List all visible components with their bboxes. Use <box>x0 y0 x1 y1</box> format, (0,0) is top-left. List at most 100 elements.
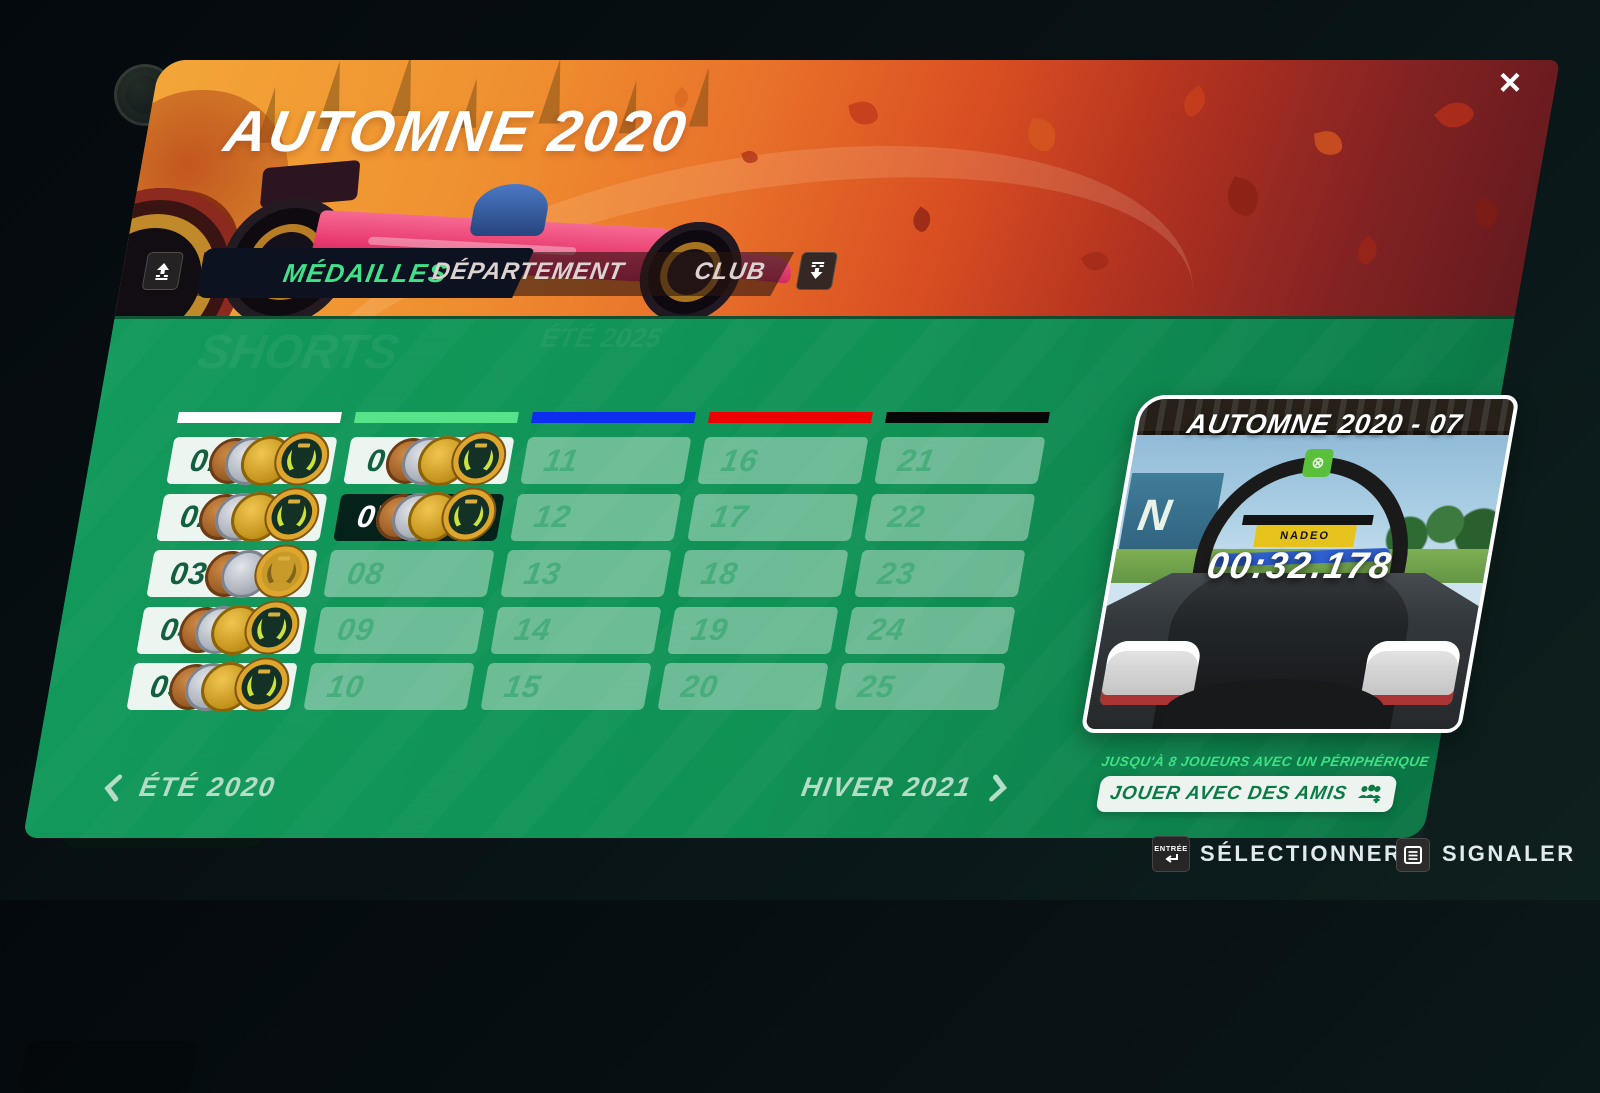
chevron-right-icon <box>989 774 1008 801</box>
prev-season-label: ÉTÉ 2020 <box>137 772 279 802</box>
medal-stack-icon <box>371 487 503 546</box>
track-cell-07[interactable]: 07 <box>333 487 505 542</box>
track-cell-24[interactable]: 24 <box>844 606 1016 654</box>
track-cell-13[interactable]: 13 <box>500 550 672 597</box>
medal-stack-icon <box>204 431 336 490</box>
track-cell-02[interactable]: 02 <box>156 487 328 542</box>
difficulty-color-bar <box>884 412 1050 423</box>
track-cell-21[interactable]: 21 <box>874 437 1046 484</box>
author-medal-icon <box>244 600 300 655</box>
track-cell-04[interactable]: 04 <box>136 600 308 655</box>
autumn-leaf-artwork <box>1314 127 1343 159</box>
preview-sign-bar <box>1242 515 1374 525</box>
author-medal-icon <box>441 487 497 542</box>
friends-group-icon <box>1358 784 1382 803</box>
track-number: 24 <box>865 612 909 647</box>
next-season-button[interactable]: HIVER 2021 <box>799 772 1011 803</box>
track-number: 13 <box>521 555 565 591</box>
return-arrow-icon <box>1165 853 1178 863</box>
medal-stack-icon <box>381 431 513 490</box>
track-cell-12[interactable]: 12 <box>510 493 682 541</box>
autumn-leaf-artwork <box>1467 196 1505 230</box>
tab-department[interactable]: DÉPARTEMENT <box>430 258 627 285</box>
enter-key-icon: ENTRÉE <box>1152 836 1190 872</box>
track-cell-14[interactable]: 14 <box>490 606 662 654</box>
track-number: 11 <box>541 442 582 478</box>
play-with-friends-label: JOUER AVEC DES AMIS <box>1108 783 1349 804</box>
track-cell-01[interactable]: 01 <box>166 431 338 486</box>
nadeo-sign: NADEO <box>1253 525 1358 547</box>
tab-medals-label: MÉDAILLES <box>281 257 451 288</box>
select-action-label[interactable]: SÉLECTIONNER <box>1200 841 1403 866</box>
track-cell-18[interactable]: 18 <box>677 550 849 597</box>
track-number: 16 <box>718 442 762 478</box>
close-button[interactable]: × <box>1498 62 1522 104</box>
track-number: 22 <box>885 499 929 534</box>
track-cell-19[interactable]: 19 <box>667 606 839 654</box>
medal-stack-icon <box>164 657 296 716</box>
track-number: 03 <box>167 555 211 591</box>
arrow-down-icon <box>810 262 825 279</box>
track-number: 09 <box>334 612 378 647</box>
autumn-leaf-artwork <box>1022 117 1062 153</box>
track-cell-05[interactable]: 05 <box>126 657 298 712</box>
autumn-leaf-artwork <box>1351 235 1384 267</box>
report-icon <box>1396 838 1430 872</box>
track-cell-23[interactable]: 23 <box>854 550 1026 597</box>
track-cell-09[interactable]: 09 <box>313 606 485 654</box>
checkpoint-icon: ⊗ <box>1301 449 1335 477</box>
background-button-ghost <box>17 1041 200 1093</box>
tab-club[interactable]: CLUB <box>692 258 768 285</box>
autumn-leaf-artwork <box>848 96 879 130</box>
document-lines-icon <box>1404 846 1422 864</box>
preview-track-title: AUTOMNE 2020 - 07 <box>1184 409 1465 439</box>
chevron-left-icon <box>104 774 123 801</box>
track-number: 21 <box>895 442 939 478</box>
scroll-up-button[interactable] <box>141 252 185 290</box>
track-cell-10[interactable]: 10 <box>303 663 475 710</box>
track-preview-card: N ⊗ NADEO AUTOMNE 2020 - 07 00:32.178 <box>1080 395 1520 733</box>
track-cell-20[interactable]: 20 <box>657 663 829 710</box>
track-number: 20 <box>678 668 722 704</box>
author-medal-icon <box>274 431 330 485</box>
track-cell-11[interactable]: 11 <box>520 437 692 484</box>
season-title: AUTOMNE 2020 <box>219 99 693 164</box>
track-cell-16[interactable]: 16 <box>697 437 869 484</box>
play-with-friends-button[interactable]: JOUER AVEC DES AMIS <box>1095 776 1398 812</box>
track-cell-15[interactable]: 15 <box>480 663 652 710</box>
medal-stack-icon <box>200 544 316 603</box>
difficulty-color-bar <box>707 412 873 423</box>
next-season-label: HIVER 2021 <box>799 772 975 802</box>
track-cell-17[interactable]: 17 <box>687 493 859 541</box>
track-number: 23 <box>875 555 919 591</box>
autumn-leaf-artwork <box>1219 176 1266 218</box>
autumn-leaf-artwork <box>1177 85 1212 119</box>
track-number: 12 <box>531 499 575 534</box>
report-action-label[interactable]: SIGNALER <box>1442 841 1576 866</box>
season-header-banner: AUTOMNE 2020 MÉDAILLES DÉPARTEMENT CLUB <box>114 60 1560 316</box>
medal-stack-icon <box>194 487 326 546</box>
medal-stack-icon <box>174 600 306 659</box>
track-cell-22[interactable]: 22 <box>864 493 1036 541</box>
difficulty-color-bar <box>530 412 696 423</box>
gold-medal-icon <box>254 544 310 598</box>
scroll-down-button[interactable] <box>795 252 839 290</box>
track-cell-25[interactable]: 25 <box>834 663 1006 710</box>
author-medal-icon <box>451 431 507 485</box>
difficulty-color-bar <box>353 412 519 423</box>
track-number: 19 <box>688 612 732 647</box>
season-panel: AUTOMNE 2020 MÉDAILLES DÉPARTEMENT CLUB … <box>17 60 1560 1093</box>
watermark-shorts: SHORTS <box>193 326 403 379</box>
author-medal-icon <box>264 487 320 542</box>
prev-season-button[interactable]: ÉTÉ 2020 <box>101 772 279 803</box>
multiplayer-note: JUSQU'À 8 JOUEURS AVEC UN PÉRIPHÉRIQUE <box>1100 754 1431 769</box>
track-number: 10 <box>324 668 368 704</box>
track-number: 18 <box>698 555 742 591</box>
author-medal-icon <box>234 657 290 711</box>
track-cell-08[interactable]: 08 <box>323 550 495 597</box>
track-cell-06[interactable]: 06 <box>343 431 515 486</box>
track-cell-03[interactable]: 03 <box>146 544 318 598</box>
track-number: 15 <box>501 668 545 704</box>
preview-best-time: 00:32.178 <box>1203 545 1396 586</box>
arrow-up-icon <box>155 263 169 280</box>
